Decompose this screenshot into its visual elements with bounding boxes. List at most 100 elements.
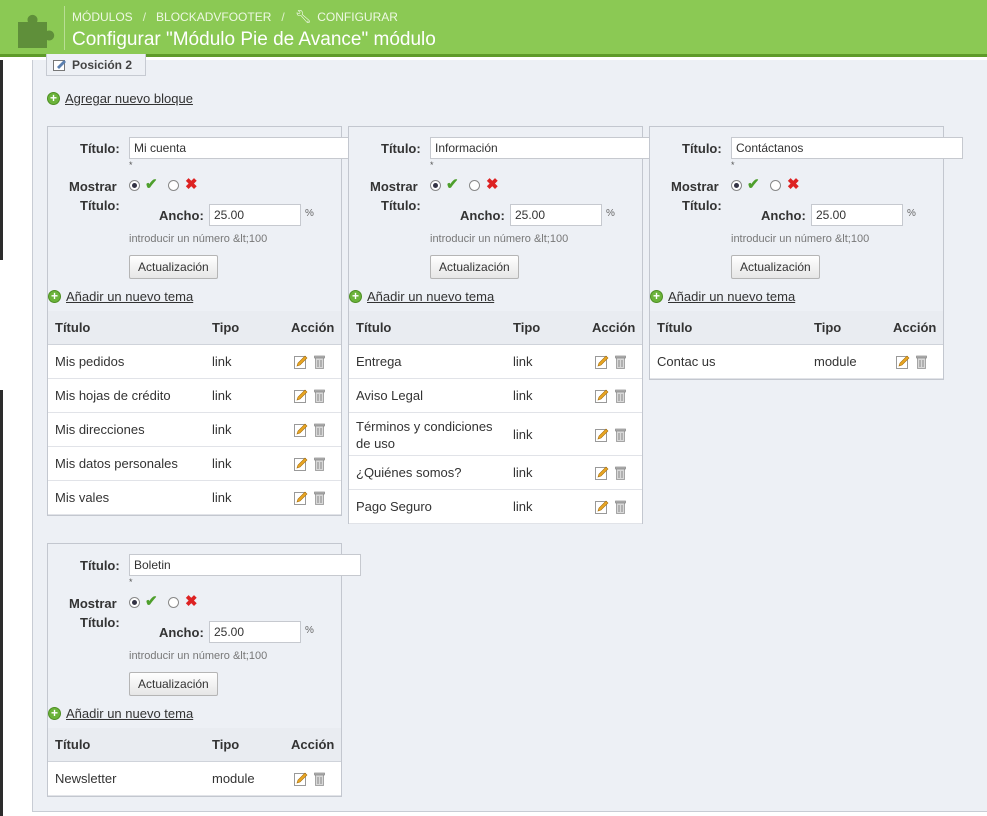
add-item-link[interactable]: + Añadir un nuevo tema: [650, 289, 795, 304]
col-type-header: Tipo: [814, 320, 842, 335]
width-input[interactable]: 25.00: [209, 204, 301, 226]
width-input[interactable]: 25.00: [510, 204, 602, 226]
show-title-yes-radio[interactable]: [731, 180, 742, 191]
breadcrumb-module-name[interactable]: BLOCKADVFOOTER: [156, 10, 272, 24]
trash-icon[interactable]: [314, 772, 325, 786]
add-item-link[interactable]: + Añadir un nuevo tema: [349, 289, 494, 304]
update-button[interactable]: Actualización: [129, 672, 218, 696]
cross-icon: ✖: [486, 176, 499, 193]
edit-icon[interactable]: [294, 772, 308, 786]
trash-icon[interactable]: [314, 423, 325, 437]
trash-icon[interactable]: [314, 389, 325, 403]
trash-icon[interactable]: [615, 466, 626, 480]
item-type: link: [212, 422, 232, 437]
add-block-label: Agregar nuevo bloque: [65, 91, 193, 106]
edit-icon[interactable]: [294, 423, 308, 437]
edit-icon[interactable]: [595, 500, 609, 514]
title-input[interactable]: Contáctanos: [731, 137, 963, 159]
show-title-no-radio[interactable]: [770, 180, 781, 191]
trash-icon[interactable]: [314, 491, 325, 505]
trash-icon[interactable]: [615, 389, 626, 403]
edit-icon[interactable]: [294, 491, 308, 505]
add-item-link[interactable]: + Añadir un nuevo tema: [48, 289, 193, 304]
item-actions: [595, 355, 626, 369]
header-divider: [64, 6, 65, 50]
title-input[interactable]: Mi cuenta: [129, 137, 361, 159]
edit-icon[interactable]: [294, 389, 308, 403]
edit-icon[interactable]: [595, 428, 609, 442]
show-title-yes-radio[interactable]: [430, 180, 441, 191]
required-mark: *: [129, 577, 133, 587]
page-title: Configurar "Módulo Pie de Avance" módulo: [72, 29, 436, 50]
width-input[interactable]: 25.00: [209, 621, 301, 643]
edit-icon[interactable]: [595, 355, 609, 369]
item-title: Pago Seguro: [356, 499, 432, 514]
show-title-yes-radio[interactable]: [129, 180, 140, 191]
trash-icon[interactable]: [615, 428, 626, 442]
percent-sign: %: [305, 625, 314, 636]
edit-icon[interactable]: [896, 355, 910, 369]
item-actions: [896, 355, 927, 369]
item-type: module: [212, 771, 255, 786]
item-actions: [294, 772, 325, 786]
table-row: ¿Quiénes somos? link: [349, 456, 642, 490]
title-label: Título:: [80, 558, 120, 573]
item-title: Mis hojas de crédito: [55, 388, 171, 403]
trash-icon[interactable]: [916, 355, 927, 369]
table-row: Newsletter module: [48, 762, 341, 796]
cross-icon: ✖: [185, 593, 198, 610]
show-title-label-2: Título:: [682, 198, 722, 213]
show-title-no-radio[interactable]: [469, 180, 480, 191]
edit-icon[interactable]: [595, 466, 609, 480]
table-row: Entrega link: [349, 345, 642, 379]
trash-icon[interactable]: [615, 500, 626, 514]
breadcrumb-configure[interactable]: CONFIGURAR: [317, 10, 398, 24]
col-title-header: Título: [657, 320, 693, 335]
table-row: Pago Seguro link: [349, 490, 642, 524]
title-input[interactable]: Boletin: [129, 554, 361, 576]
add-item-link[interactable]: + Añadir un nuevo tema: [48, 706, 193, 721]
item-title: Entrega: [356, 354, 402, 369]
puzzle-icon: [18, 14, 55, 48]
table-header: Título Tipo Acción: [48, 311, 341, 345]
show-title-no-radio[interactable]: [168, 597, 179, 608]
add-item-label: Añadir un nuevo tema: [66, 706, 194, 721]
col-action-header: Acción: [291, 737, 335, 752]
width-input[interactable]: 25.00: [811, 204, 903, 226]
wrench-icon: 🔧︎: [294, 9, 312, 24]
edit-icon[interactable]: [595, 389, 609, 403]
show-title-label-2: Título:: [80, 615, 120, 630]
trash-icon[interactable]: [314, 355, 325, 369]
cross-icon: ✖: [185, 176, 198, 193]
edit-icon[interactable]: [294, 457, 308, 471]
item-type: link: [513, 388, 533, 403]
title-input[interactable]: Información: [430, 137, 662, 159]
trash-icon[interactable]: [615, 355, 626, 369]
required-mark: *: [430, 160, 434, 170]
trash-icon[interactable]: [314, 457, 325, 471]
item-type: module: [814, 354, 857, 369]
update-button[interactable]: Actualización: [129, 255, 218, 279]
width-hint: introducir un número &lt;100: [129, 233, 268, 245]
cross-icon: ✖: [787, 176, 800, 193]
item-type: link: [212, 354, 232, 369]
col-title-header: Título: [356, 320, 392, 335]
col-title-header: Título: [55, 737, 91, 752]
add-block-link[interactable]: + Agregar nuevo bloque: [47, 91, 193, 106]
show-title-no-radio[interactable]: [168, 180, 179, 191]
show-title-yes-radio[interactable]: [129, 597, 140, 608]
plus-icon: +: [48, 290, 61, 303]
percent-sign: %: [606, 208, 615, 219]
position-tab[interactable]: Posición 2: [46, 54, 146, 76]
edit-icon[interactable]: [294, 355, 308, 369]
breadcrumb: MÓDULOS / BLOCKADVFOOTER / 🔧︎ CONFIGURAR: [72, 9, 398, 25]
item-title: ¿Quiénes somos?: [356, 465, 462, 480]
update-button[interactable]: Actualización: [731, 255, 820, 279]
check-icon: ✔: [747, 176, 760, 193]
breadcrumb-modules[interactable]: MÓDULOS: [72, 10, 133, 24]
update-button[interactable]: Actualización: [430, 255, 519, 279]
item-type: link: [513, 499, 533, 514]
table-row: Mis vales link: [48, 481, 341, 515]
add-item-label: Añadir un nuevo tema: [66, 289, 194, 304]
item-actions: [595, 389, 626, 403]
